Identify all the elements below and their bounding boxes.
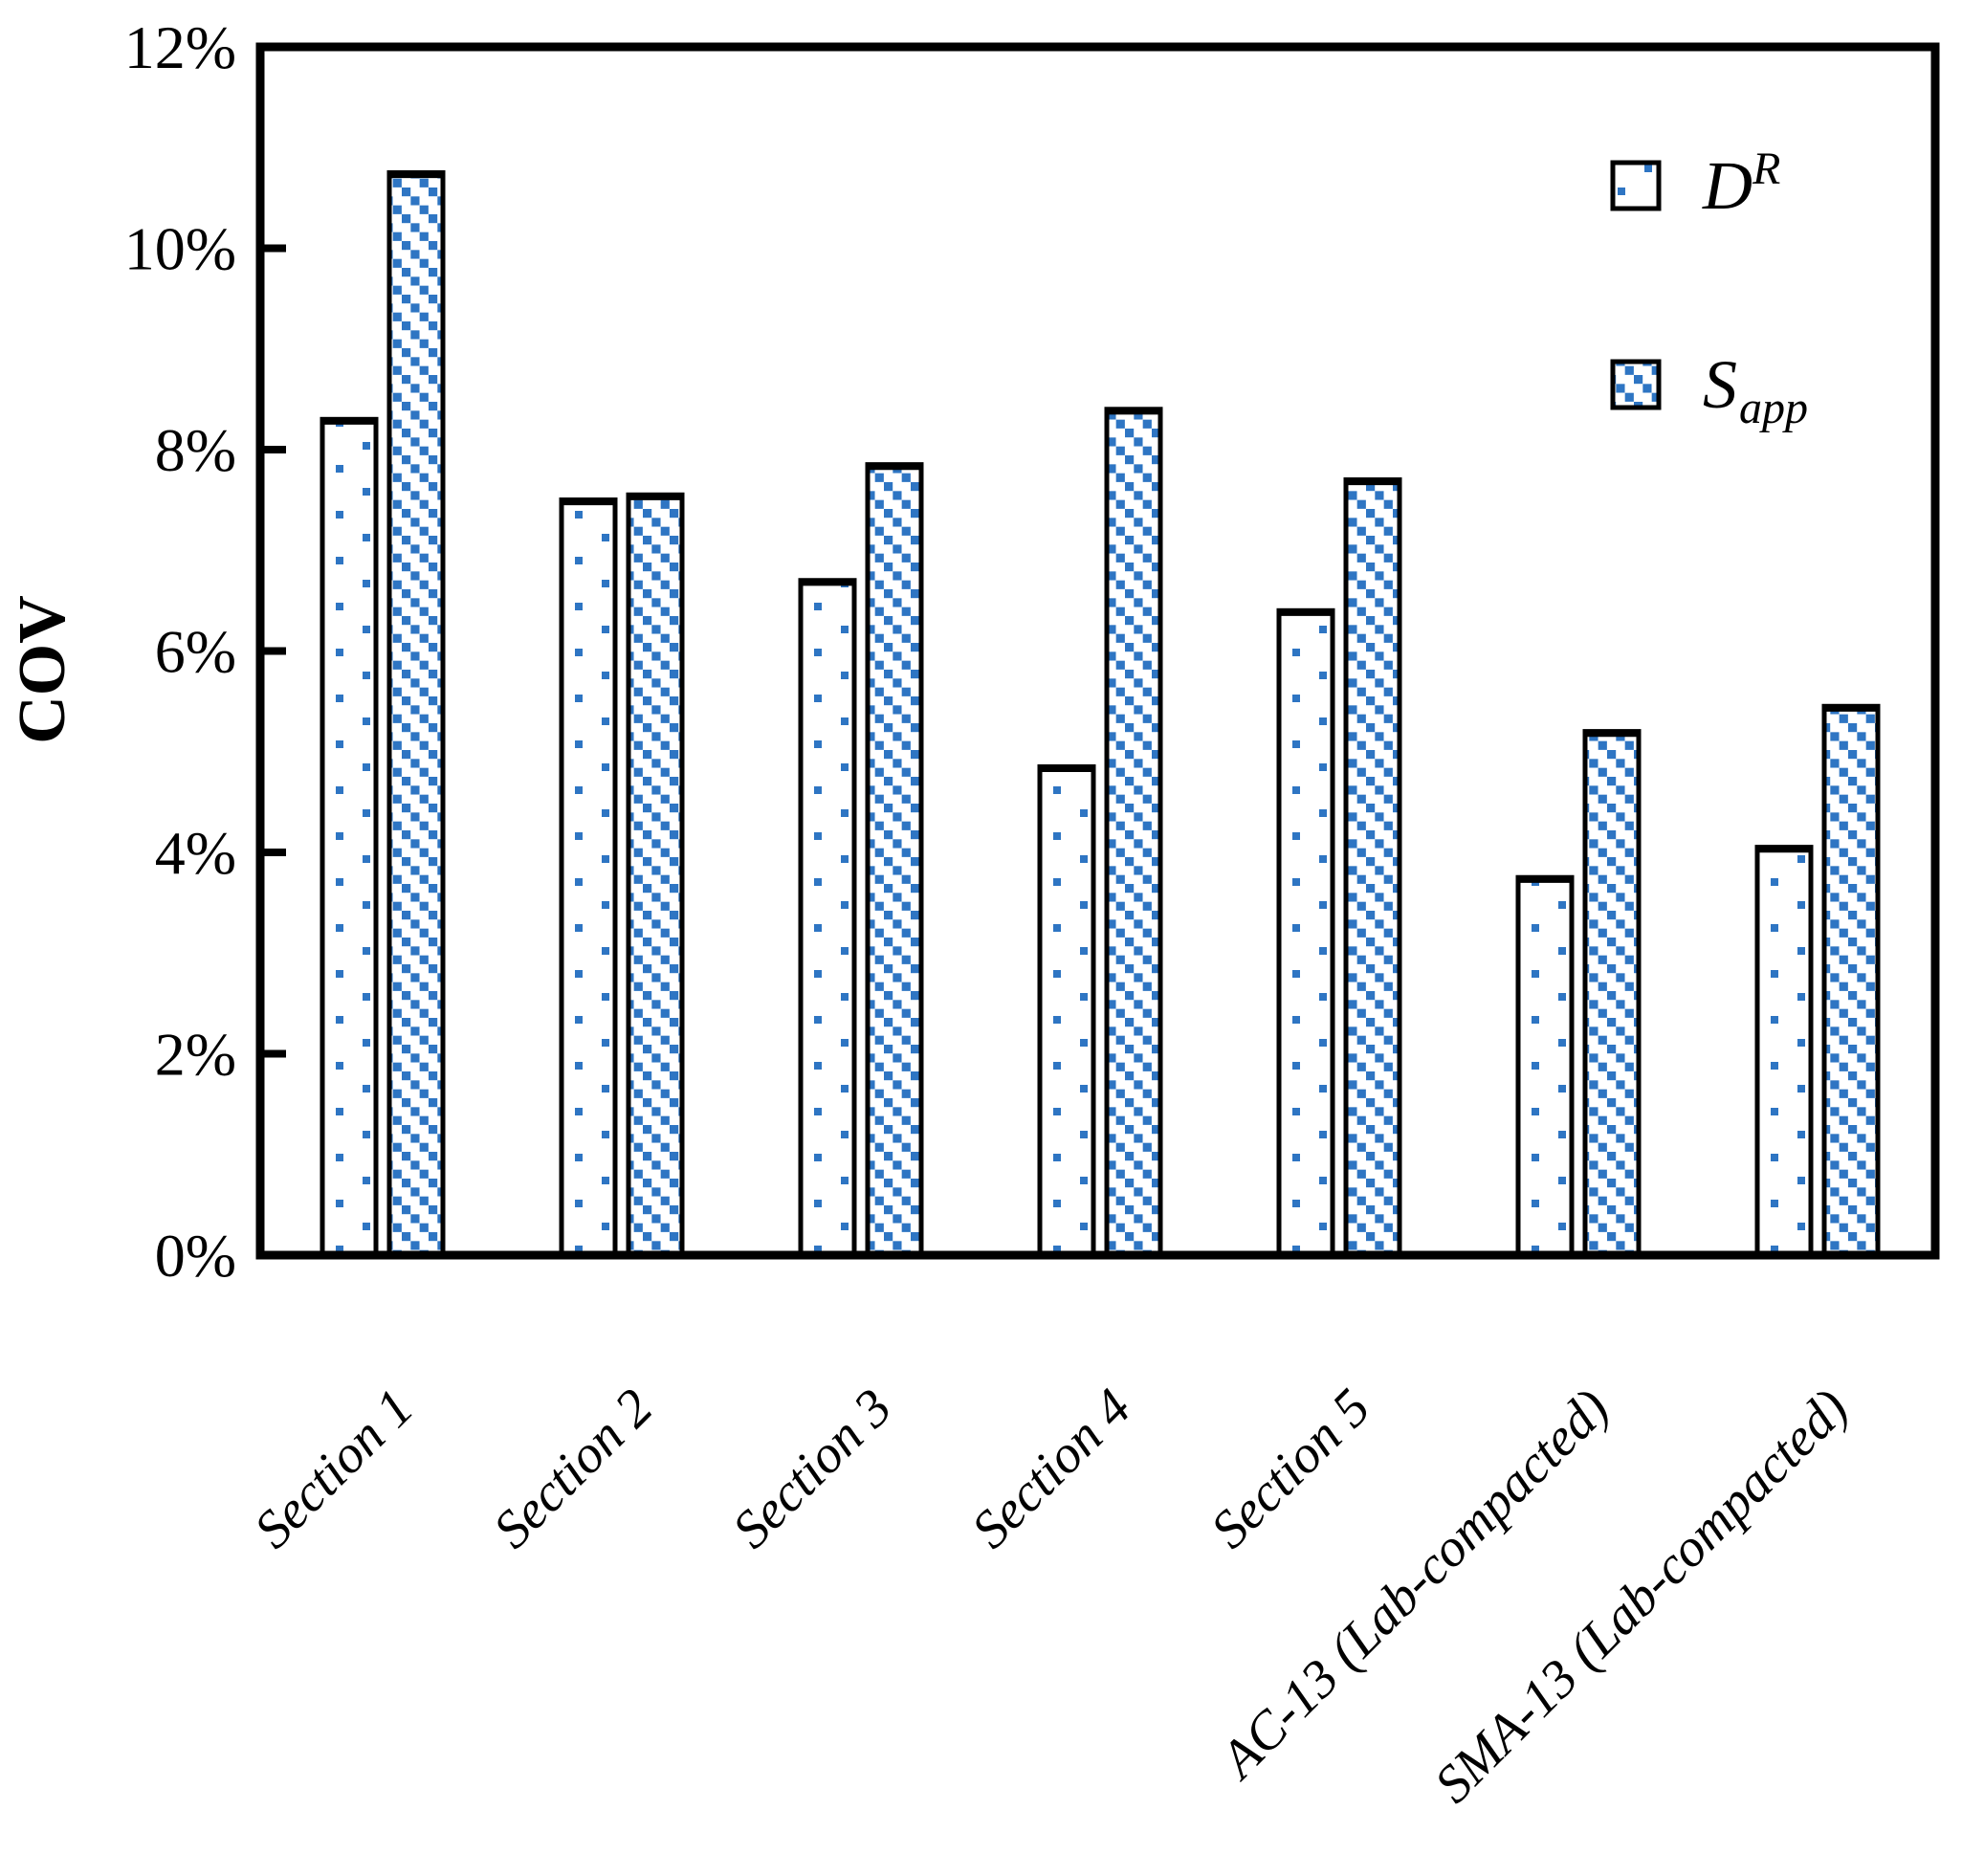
y-tick-label: 2% (155, 1021, 236, 1089)
legend-swatch-sapp (1610, 359, 1662, 410)
bars-layer (320, 170, 1881, 1258)
y-axis-title: COV (6, 595, 79, 744)
legend-label-dr-main: D (1702, 147, 1753, 224)
bar-dr-6 (1515, 874, 1575, 1258)
x-axis-label-7: SMA-13 (Lab-compacted) (1423, 1378, 1860, 1814)
plot-frame (255, 42, 1940, 1260)
bar-sapp-7 (1821, 703, 1881, 1258)
bar-dr-5 (1276, 607, 1335, 1258)
x-axis-label-3: Section 3 (721, 1378, 903, 1559)
y-tick-label: 10% (124, 215, 236, 283)
x-axis-label-1: Section 1 (243, 1378, 425, 1559)
legend: DR Sapp (1610, 143, 1808, 433)
legend-label-sapp-main: S (1703, 346, 1737, 423)
bar-dr-4 (1037, 764, 1096, 1258)
bar-sapp-5 (1343, 477, 1402, 1258)
x-axis-label-6: AC-13 (Lab-compacted) (1207, 1378, 1621, 1792)
legend-label-dr-superscript: R (1752, 143, 1780, 194)
bar-dr-3 (798, 578, 857, 1258)
x-axis-label-5: Section 5 (1200, 1378, 1381, 1559)
x-axis-label-4: Section 4 (960, 1378, 1142, 1559)
bar-sapp-3 (865, 462, 924, 1258)
bar-dr-2 (559, 497, 618, 1258)
y-axis-ticks (264, 244, 286, 1058)
legend-label-sapp: Sapp (1703, 346, 1808, 433)
bar-sapp-2 (626, 492, 685, 1258)
bar-dr-7 (1754, 845, 1814, 1258)
y-tick-label: 0% (155, 1222, 236, 1290)
y-tick-label: 12% (124, 13, 236, 81)
legend-swatch-dr (1610, 160, 1662, 211)
y-tick-label: 4% (155, 819, 236, 887)
x-axis-labels: Section 1 Section 2 Section 3 Section 4 Sect… (243, 1378, 1860, 1814)
legend-label-dr: DR (1702, 143, 1780, 224)
bar-sapp-6 (1582, 729, 1642, 1258)
legend-label-sapp-subscript: app (1739, 383, 1808, 433)
y-tick-label: 8% (155, 416, 236, 484)
y-tick-label: 6% (155, 618, 236, 686)
y-axis-tick-labels: 0% 2% 4% 6% 8% 10% 12% (124, 13, 236, 1290)
x-axis-label-2: Section 2 (482, 1378, 664, 1559)
bar-sapp-1 (386, 170, 446, 1258)
bar-dr-1 (320, 416, 379, 1258)
bar-sapp-4 (1104, 407, 1163, 1258)
